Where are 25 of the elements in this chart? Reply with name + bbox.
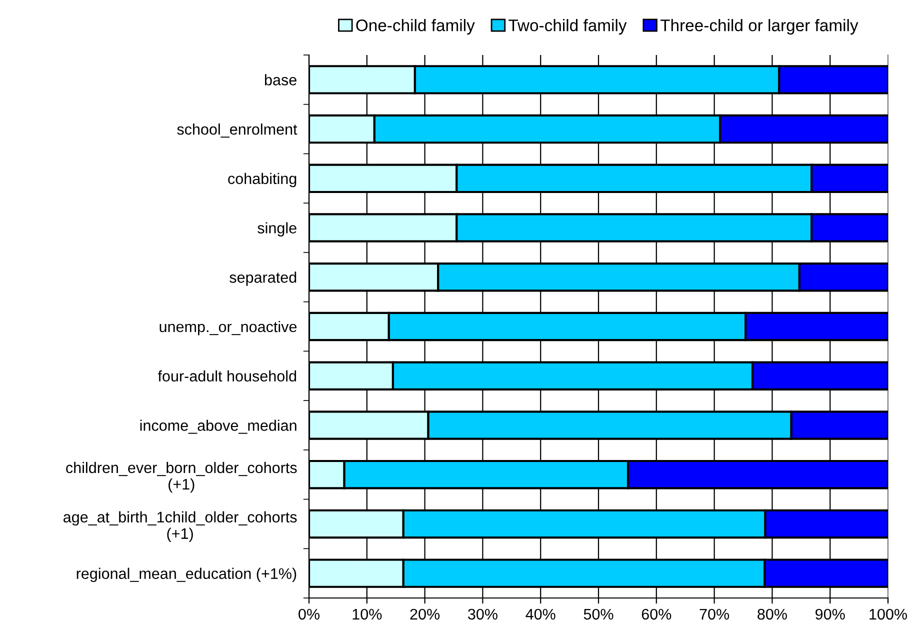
y-tick-label: cohabiting: [228, 172, 296, 188]
x-tick-label: 60%: [642, 608, 672, 620]
x-tick-label: 0%: [298, 608, 320, 620]
y-tick-label: unemp._or_noactive: [160, 320, 297, 336]
x-tick-label: 20%: [410, 608, 440, 620]
x-tick-label: 90%: [816, 608, 845, 620]
y-tick-label: regional_mean_education (+1%): [76, 568, 296, 582]
y-tick-label: school_enrolment: [177, 124, 298, 138]
y-tick-label: separated: [230, 272, 296, 286]
x-tick-label: 50%: [584, 608, 614, 620]
legend-label: One-child family: [356, 19, 475, 35]
y-tick-label: base: [264, 74, 296, 86]
y-tick-label: children_ever_born_older_cohorts (+1): [66, 462, 297, 493]
x-tick-label: 80%: [758, 608, 787, 620]
legend-label: Three-child or larger family: [660, 19, 858, 35]
y-tick-label: income_above_median: [140, 420, 296, 434]
x-tick-label: 30%: [468, 608, 498, 620]
x-tick-label: 100%: [870, 608, 907, 620]
x-tick-label: 40%: [526, 608, 556, 620]
x-tick-label: 10%: [352, 608, 382, 620]
y-tick-label: four-adult household: [158, 370, 296, 382]
y-tick-label: single: [258, 222, 296, 236]
legend-label: Two-child family: [508, 19, 627, 35]
y-tick-label: age_at_birth_1child_older_cohorts (+1): [64, 511, 297, 542]
x-tick-label: 70%: [700, 608, 730, 620]
